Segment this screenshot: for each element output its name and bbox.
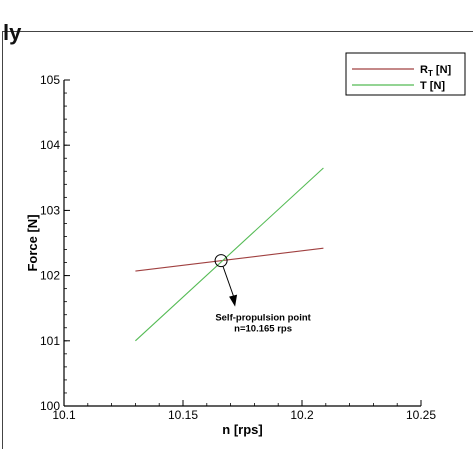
self-propulsion-marker: [214, 254, 228, 268]
x-axis-title: n [rps]: [222, 422, 262, 437]
y-tick-label: 104: [40, 138, 60, 152]
chart-axes: 10.1 10.15 10.2 10.25 100 101 102 103 104 105 n [r…: [25, 73, 436, 437]
annotation-line-2: n=10.165 rps: [234, 324, 292, 335]
legend-label-0: RT [N]: [420, 64, 452, 78]
x-tick-label: 10.15: [168, 408, 198, 422]
legend-label-1: T [N]: [420, 80, 445, 92]
annotation-line-1: Self-propulsion point: [215, 313, 311, 324]
series-line-1: [135, 167, 324, 342]
x-tick-label: 10.1: [52, 408, 76, 422]
annotation-arrow-shaft: [222, 266, 236, 301]
chart-legend: RT [N] T [N]: [345, 52, 466, 96]
x-tick-label: 10.25: [406, 408, 436, 422]
y-tick-label: 102: [40, 269, 60, 283]
y-tick-label: 103: [40, 203, 60, 217]
figure-frame: ly: [2, 20, 473, 449]
series-line-0: [135, 247, 324, 272]
y-tick-label: 105: [40, 73, 60, 87]
annotation-arrow-head: [229, 294, 238, 307]
legend-box: [345, 52, 466, 96]
chart-series: [135, 167, 324, 342]
y-tick-label: 100: [40, 399, 60, 413]
page-fragment-text: ly: [3, 20, 22, 45]
y-tick-label: 101: [40, 334, 60, 348]
y-axis-title: Force [N]: [25, 214, 40, 271]
x-tick-label: 10.2: [290, 408, 314, 422]
